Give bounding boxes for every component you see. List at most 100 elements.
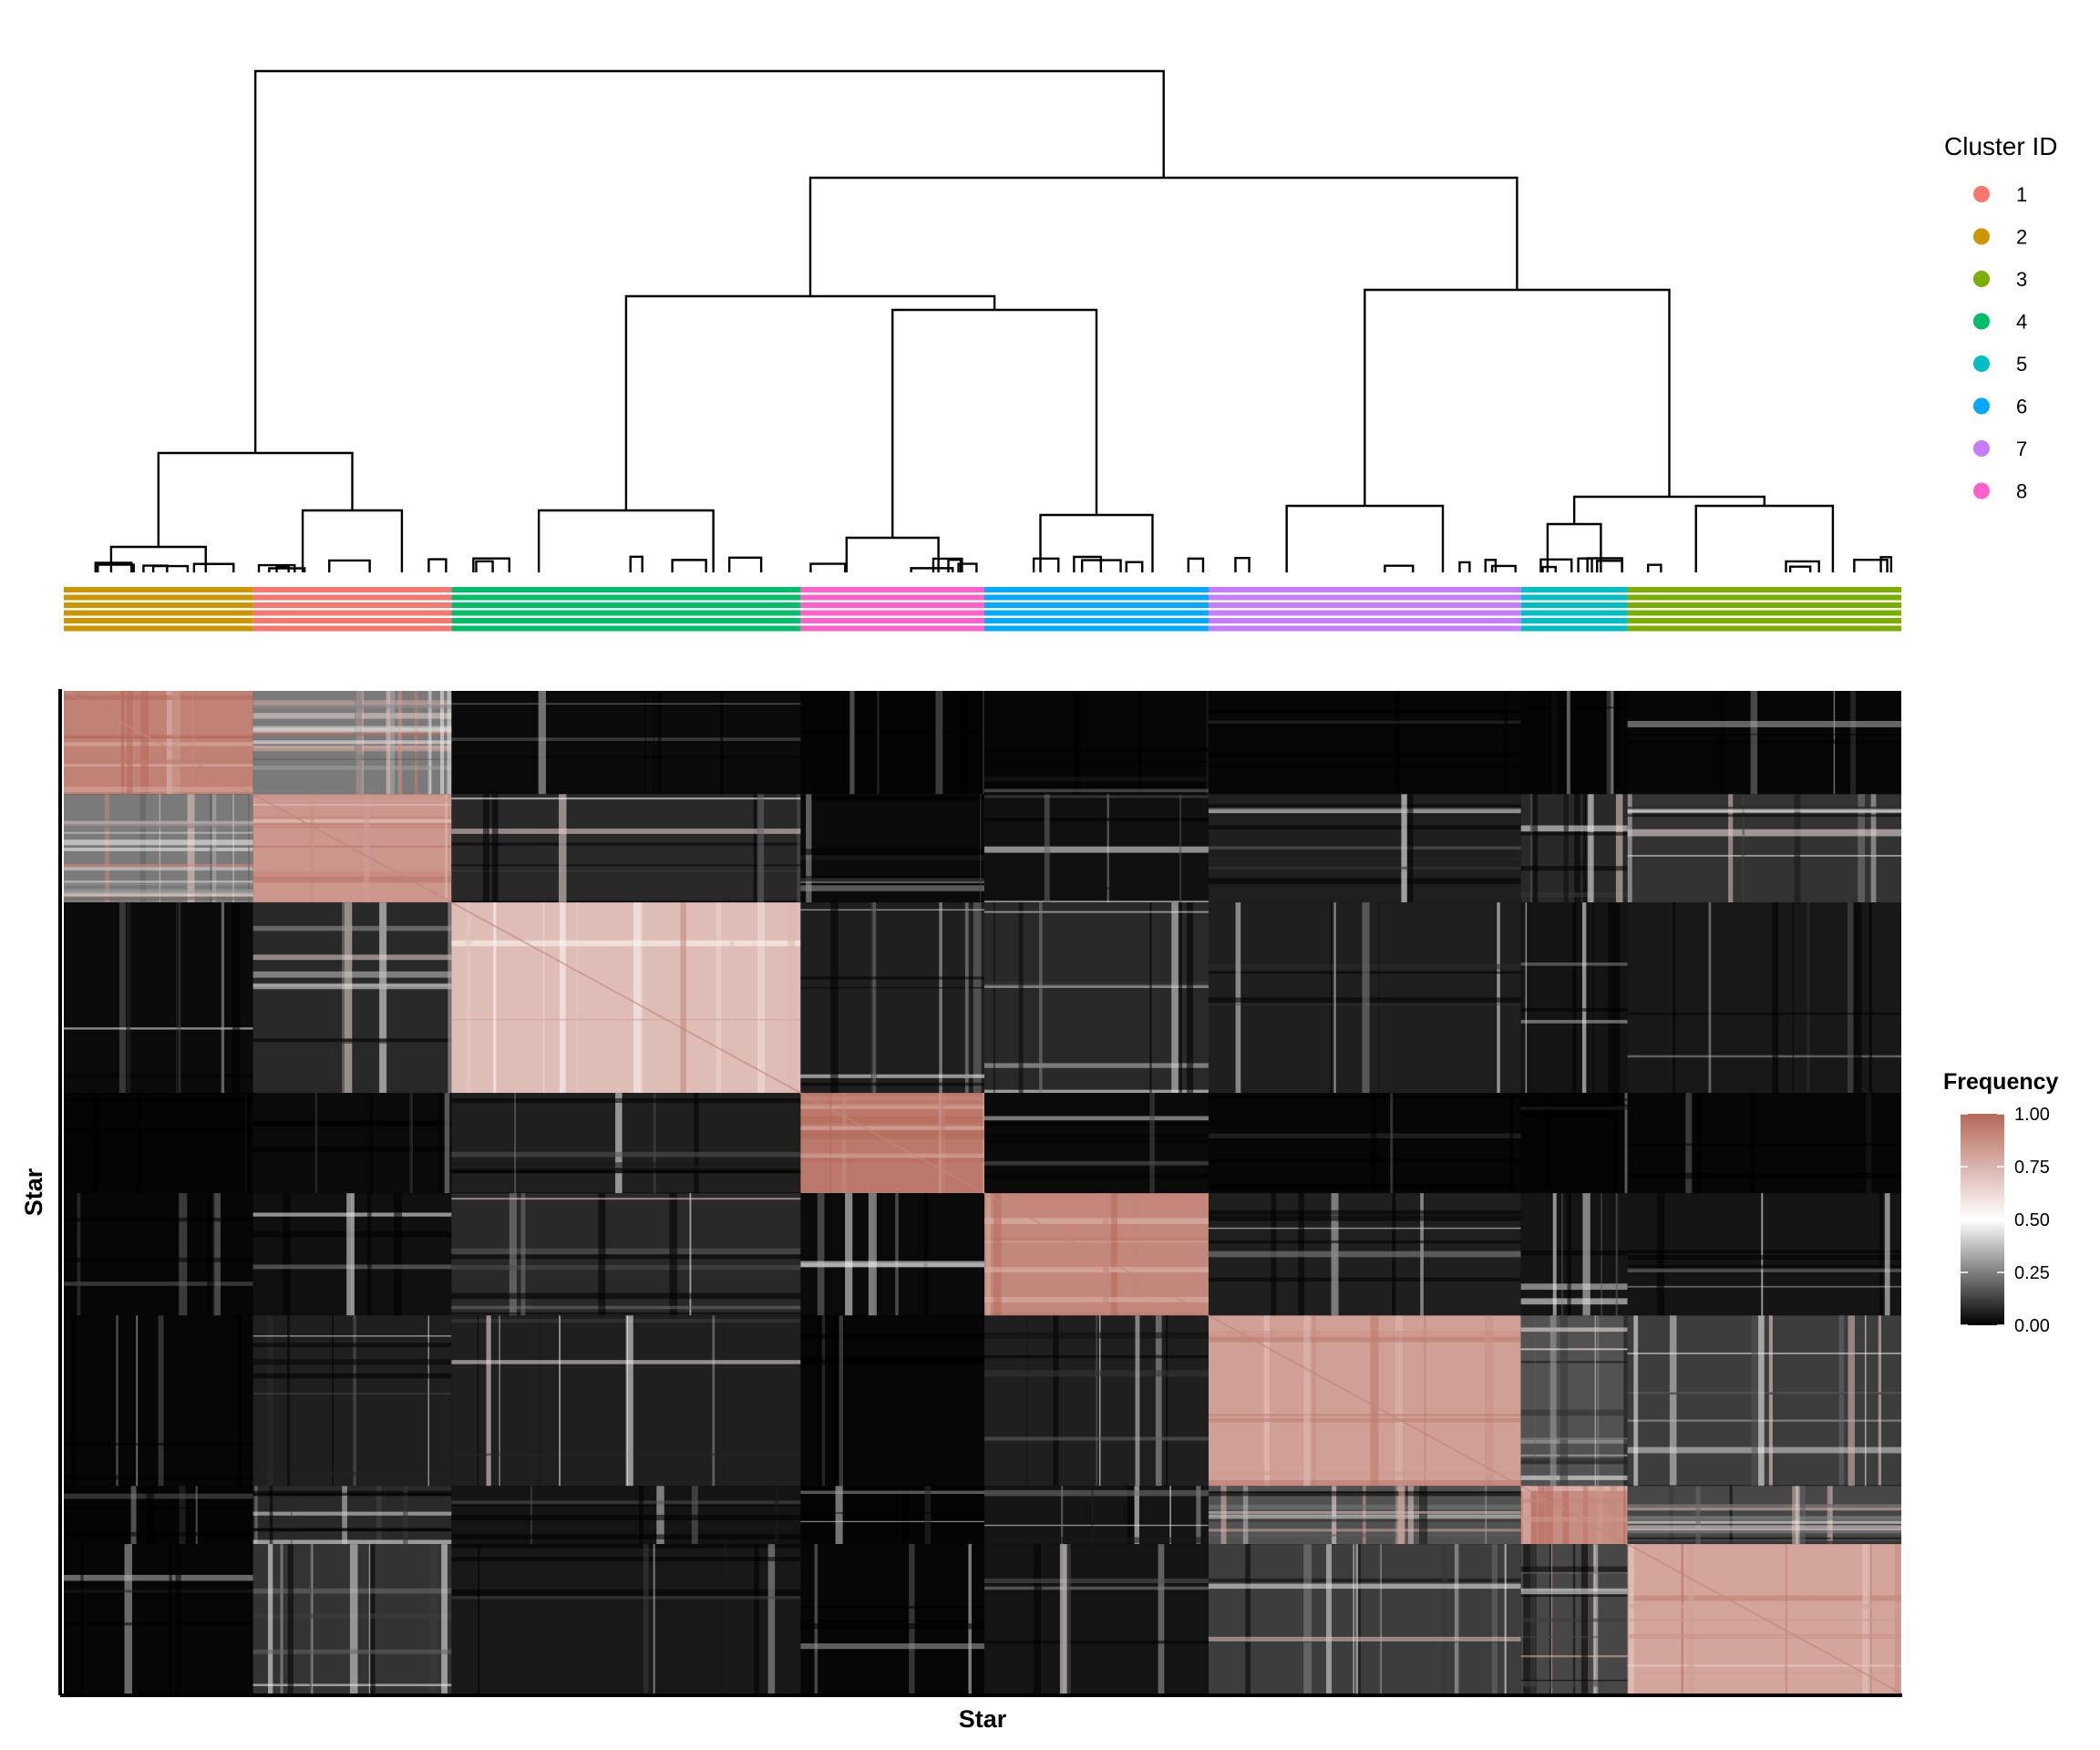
cluster-strip-segment <box>64 618 253 623</box>
dendrogram-link <box>1364 288 1671 506</box>
legend-key-cluster-5 <box>1973 355 1990 372</box>
legend-key-cluster-7 <box>1973 440 1990 457</box>
heatmap-block <box>800 1315 985 1487</box>
consensus-heatmap <box>63 690 1902 1694</box>
dendrogram-link <box>1187 557 1205 572</box>
dendrogram-link <box>275 565 290 572</box>
frequency-colorbar: Frequency 1.00 0.75 0.50 0.25 0.00 <box>1943 1069 2059 1336</box>
colorbar-tick-label: 0.50 <box>2014 1210 2050 1230</box>
dendrogram-link <box>629 555 643 572</box>
legend-key-cluster-1 <box>1973 186 1990 202</box>
cluster-strip-segment <box>451 587 801 592</box>
heatmap-block <box>1520 794 1628 903</box>
cluster-strip-segment <box>1208 625 1521 632</box>
heatmap-block <box>252 1093 452 1194</box>
cluster-strip-segment <box>984 602 1209 608</box>
colorbar-tick-label: 1.00 <box>2014 1105 2050 1125</box>
cluster-strip-segment <box>800 594 985 601</box>
dendrogram-link <box>472 557 510 572</box>
dendrogram-link <box>268 567 306 572</box>
dendrogram-link <box>301 509 404 572</box>
heatmap-block <box>252 1315 452 1487</box>
legend-label-cluster-4: 4 <box>2016 311 2027 334</box>
dendrogram-link <box>1577 557 1593 572</box>
dendrogram-link <box>727 556 763 572</box>
cluster-strip-segment <box>984 618 1209 623</box>
cluster-strip-segment <box>451 625 801 632</box>
cluster-strip-segment <box>1520 587 1628 592</box>
dendrogram-link <box>1788 565 1812 572</box>
dendrogram-link <box>1785 560 1820 572</box>
cluster-strip-segment <box>984 594 1209 601</box>
y-axis-title: Star <box>20 1168 47 1216</box>
cluster-strip-segment <box>451 594 801 601</box>
dendrogram-link <box>427 558 448 572</box>
legend-label-cluster-5: 5 <box>2016 353 2027 376</box>
cluster-strip-segment <box>800 602 985 608</box>
cluster-strip-segment <box>1208 602 1521 608</box>
heatmap-block <box>1520 1315 1628 1487</box>
dendrogram-link <box>1490 564 1517 572</box>
legend-key-cluster-2 <box>1973 228 1990 245</box>
heatmap-block <box>800 1193 985 1316</box>
cluster-strip-segment <box>1627 618 1901 623</box>
cluster-strip-segment <box>252 618 452 623</box>
dendrogram-link <box>1484 559 1498 572</box>
heatmap-block <box>1208 1093 1521 1194</box>
heatmap-block <box>1208 1544 1521 1693</box>
heatmap-block <box>252 902 452 1094</box>
cluster-strip-segment <box>1627 594 1901 601</box>
dendrogram-link <box>97 563 135 572</box>
cluster-strip-segment <box>800 587 985 592</box>
cluster-strip-segment <box>1520 594 1628 601</box>
dendrogram-link <box>109 545 207 572</box>
dendrogram-link <box>1596 560 1623 572</box>
dendrogram-link <box>151 564 190 572</box>
cluster-strip-segment <box>800 618 985 623</box>
cluster-strip-segment <box>64 587 253 592</box>
dendrogram-link <box>192 562 235 572</box>
dendrogram-link <box>1073 555 1103 572</box>
cluster-legend: Cluster ID 1 2 3 4 5 6 7 8 <box>1944 132 2057 503</box>
x-axis-title: Star <box>959 1705 1007 1733</box>
cluster-strip-segment <box>1520 602 1628 608</box>
heatmap-block <box>64 902 253 1094</box>
heatmap-block <box>451 1544 801 1693</box>
dendrogram-link <box>809 562 847 572</box>
cluster-strip-segment <box>1627 587 1901 592</box>
dendrogram-link <box>1285 504 1445 572</box>
dendrogram-link <box>1539 558 1573 572</box>
dendrogram-link <box>808 176 1518 296</box>
cluster-id-strip <box>64 587 1901 632</box>
colorbar-tick-label: 0.75 <box>2014 1158 2050 1178</box>
cluster-strip-segment <box>64 610 253 616</box>
dendrogram-link <box>1458 561 1471 572</box>
cluster-strip-segment <box>252 625 452 632</box>
cluster-strip-segment <box>451 602 801 608</box>
dendrogram-link <box>475 560 494 572</box>
dendrogram-link <box>947 558 962 572</box>
cluster-strip-segment <box>984 587 1209 592</box>
heatmap-block <box>1208 691 1521 795</box>
legend-key-cluster-3 <box>1973 271 1990 287</box>
legend-key-cluster-4 <box>1973 313 1990 330</box>
cluster-strip-segment <box>451 610 801 616</box>
dendrogram <box>94 69 1893 572</box>
dendrogram-link <box>1032 557 1060 572</box>
dendrogram-link <box>157 451 354 547</box>
cluster-strip-segment <box>64 625 253 632</box>
legend-key-cluster-6 <box>1973 397 1990 415</box>
cluster-legend-title: Cluster ID <box>1944 132 2057 160</box>
dendrogram-link <box>932 557 963 572</box>
cluster-strip-segment <box>1520 625 1628 632</box>
dendrogram-link <box>1647 563 1662 572</box>
dendrogram-link <box>1039 513 1154 572</box>
heatmap-block <box>451 1093 801 1194</box>
heatmap-block <box>800 794 985 903</box>
dendrogram-link <box>957 562 978 572</box>
cluster-strip-segment <box>800 625 985 632</box>
heatmap-block <box>64 1193 253 1316</box>
cluster-strip-segment <box>1627 602 1901 608</box>
cluster-strip-segment <box>1627 610 1901 616</box>
